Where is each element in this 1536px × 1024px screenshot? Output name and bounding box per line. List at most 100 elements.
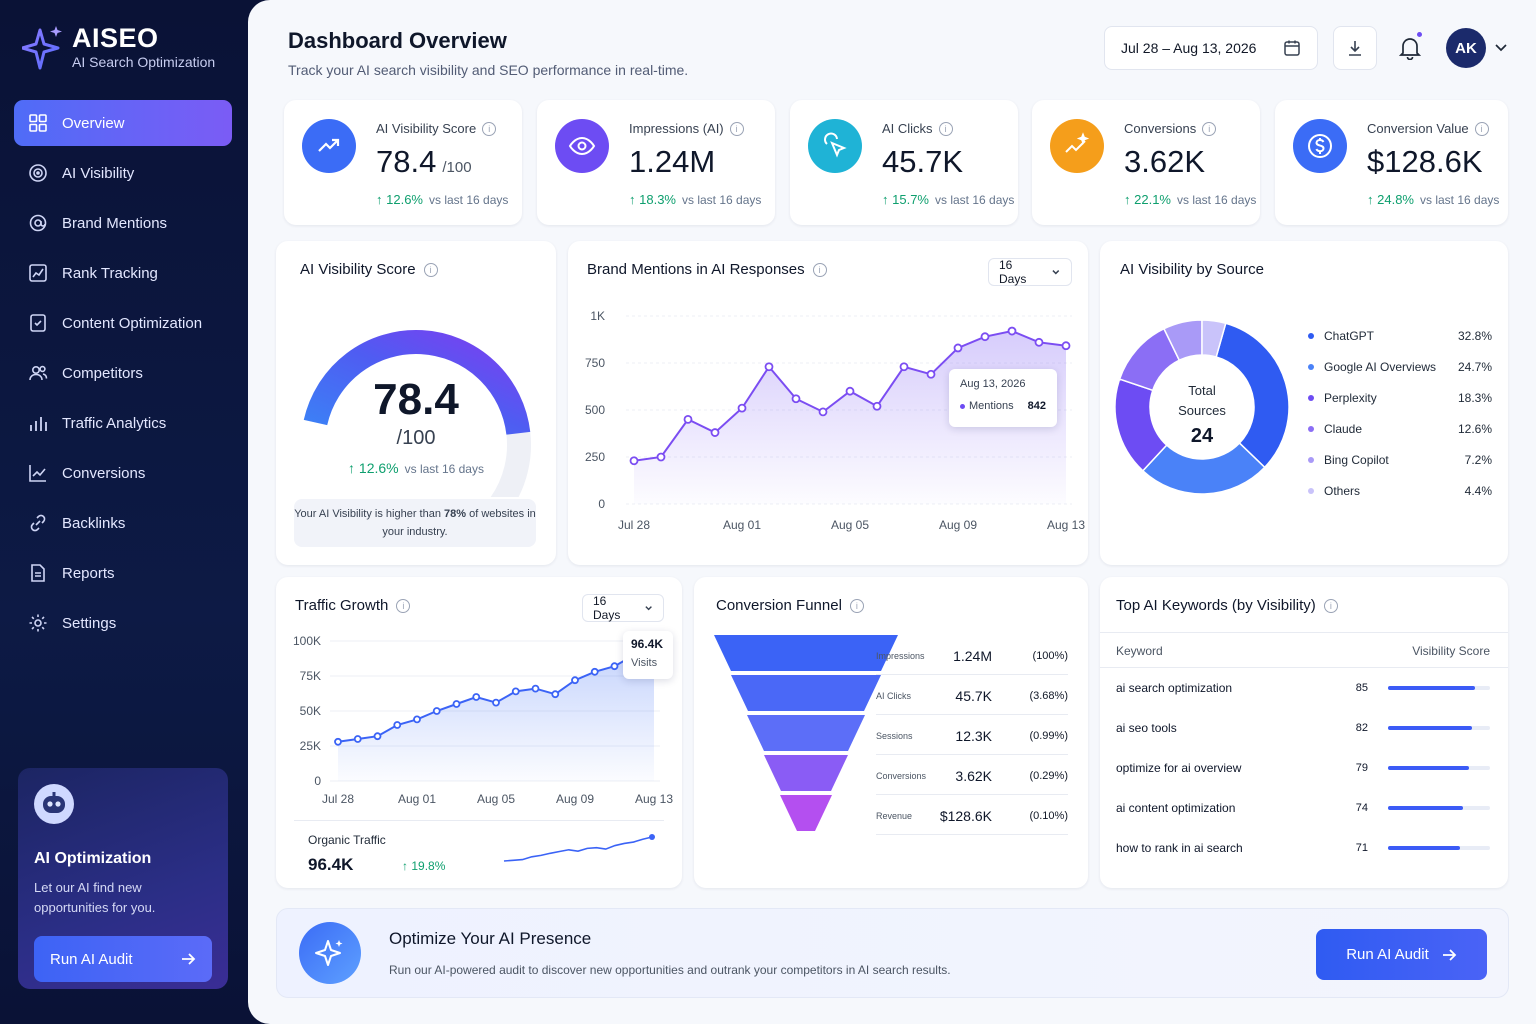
data-point[interactable] <box>629 456 639 466</box>
data-point[interactable] <box>656 452 666 462</box>
visibility-by-source-card: AI Visibility by Source Total Sources 24… <box>1100 241 1508 565</box>
avatar[interactable]: AK <box>1446 28 1486 68</box>
traffic-chart: 0 25K 50K 75K 100K Jul 28 Aug 01 Aug 05 Aug 09 Au… <box>293 634 673 806</box>
data-point[interactable] <box>1007 326 1017 336</box>
data-point[interactable] <box>764 362 774 372</box>
info-icon[interactable]: i <box>1474 121 1489 136</box>
data-point[interactable] <box>452 700 461 708</box>
sidebar-item-competitors[interactable]: Competitors <box>14 350 232 396</box>
data-point[interactable] <box>791 394 801 404</box>
gauge-change: ↑ 12.6% <box>348 460 399 476</box>
x-tick-label: Aug 01 <box>398 792 436 806</box>
table-row[interactable]: ai content optimization 74 <box>1116 788 1494 828</box>
info-icon[interactable]: i <box>396 598 411 613</box>
sidebar-item-traffic-analytics[interactable]: Traffic Analytics <box>14 400 232 446</box>
data-point[interactable] <box>353 735 362 743</box>
data-point[interactable] <box>472 693 481 701</box>
sidebar-item-rank-tracking[interactable]: Rank Tracking <box>14 250 232 296</box>
sidebar: AISEO AI Search Optimization Overview AI… <box>0 0 262 1024</box>
sidebar-item-ai-visibility[interactable]: AI Visibility <box>14 150 232 196</box>
data-point[interactable] <box>872 401 882 411</box>
chevron-down-icon[interactable] <box>1494 40 1508 54</box>
info-icon[interactable]: i <box>938 121 953 136</box>
info-icon[interactable]: i <box>1323 598 1338 613</box>
download-button[interactable] <box>1333 26 1377 70</box>
legend-item[interactable]: Bing Copilot 7.2% <box>1308 453 1492 467</box>
card-title: Brand Mentions in AI Responses <box>587 261 805 278</box>
range-dropdown-value: 16 Days <box>593 594 621 622</box>
data-point[interactable] <box>610 662 619 671</box>
legend-item[interactable]: ChatGPT 32.8% <box>1308 329 1492 343</box>
legend-item[interactable]: Google AI Overviews 24.7% <box>1308 360 1492 374</box>
data-point[interactable] <box>571 676 579 685</box>
data-point[interactable] <box>551 690 560 699</box>
table-row[interactable]: optimize for ai overview 79 <box>1116 748 1494 788</box>
run-ai-audit-button[interactable]: Run AI Audit <box>34 936 212 982</box>
data-point[interactable] <box>710 428 720 437</box>
kpi-change-value: 22.1% <box>1134 192 1171 207</box>
date-range-picker[interactable]: Jul 28 – Aug 13, 2026 <box>1104 26 1318 70</box>
info-icon[interactable]: i <box>729 121 744 136</box>
data-point[interactable] <box>1034 337 1044 347</box>
table-row[interactable]: ai seo tools 82 <box>1116 708 1494 748</box>
info-icon[interactable]: i <box>1202 121 1217 136</box>
data-point[interactable] <box>980 332 990 342</box>
card-title: AI Visibility by Source <box>1120 261 1264 278</box>
data-point[interactable] <box>373 732 382 741</box>
col-keyword: Keyword <box>1116 644 1163 658</box>
range-dropdown[interactable]: 16 Days <box>582 594 664 622</box>
data-point[interactable] <box>818 407 828 417</box>
sidebar-item-overview[interactable]: Overview <box>14 100 232 146</box>
sidebar-item-settings[interactable]: Settings <box>14 600 232 646</box>
funnel-stage[interactable] <box>714 635 898 671</box>
data-point[interactable] <box>413 715 421 724</box>
banner-run-audit-button[interactable]: Run AI Audit <box>1316 929 1487 980</box>
legend-item[interactable]: Others 4.4% <box>1308 484 1492 498</box>
data-point[interactable] <box>511 687 520 696</box>
data-point[interactable] <box>393 721 402 729</box>
data-point[interactable] <box>683 415 693 424</box>
funnel-stage-label: Conversions <box>876 770 927 781</box>
donut-slice[interactable] <box>1215 322 1290 469</box>
info-icon[interactable]: i <box>482 121 497 136</box>
data-point[interactable] <box>1061 341 1071 351</box>
score-bar <box>1388 726 1490 730</box>
info-icon[interactable]: i <box>423 262 438 277</box>
data-point[interactable] <box>531 684 540 693</box>
banner-title: Optimize Your AI Presence <box>389 929 592 948</box>
data-point[interactable] <box>899 362 909 372</box>
sidebar-item-brand-mentions[interactable]: Brand Mentions <box>14 200 232 246</box>
data-point[interactable] <box>845 386 855 396</box>
sidebar-item-conversions[interactable]: Conversions <box>14 450 232 496</box>
brand[interactable]: AISEO AI Search Optimization <box>22 24 215 70</box>
data-point[interactable] <box>926 369 936 379</box>
donut-slice[interactable] <box>1201 319 1227 358</box>
data-point[interactable] <box>492 698 500 707</box>
funnel-stage[interactable] <box>764 755 848 791</box>
data-point[interactable] <box>590 667 599 676</box>
data-point[interactable] <box>432 707 441 715</box>
info-icon[interactable]: i <box>812 262 827 277</box>
sidebar-item-label: AI Visibility <box>62 164 135 182</box>
sidebar-item-reports[interactable]: Reports <box>14 550 232 596</box>
legend-item[interactable]: Claude 12.6% <box>1308 422 1492 436</box>
sidebar-item-backlinks[interactable]: Backlinks <box>14 500 232 546</box>
funnel-stage[interactable] <box>731 675 881 711</box>
y-tick-label: 1K <box>590 309 605 323</box>
gauge-change-value: 12.6% <box>358 460 399 476</box>
sidebar-item-content-optimization[interactable]: Content Optimization <box>14 300 232 346</box>
table-row[interactable]: how to rank in ai search 71 <box>1116 828 1494 868</box>
funnel-stage[interactable] <box>780 795 832 831</box>
data-point[interactable] <box>334 737 342 746</box>
data-point[interactable] <box>737 403 747 413</box>
brand-subtitle: AI Search Optimization <box>72 54 216 70</box>
funnel-stage-value: $128.6K <box>939 807 992 824</box>
data-point[interactable] <box>953 343 963 353</box>
notifications-button[interactable] <box>1394 30 1426 66</box>
legend-item[interactable]: Perplexity 18.3% <box>1308 391 1492 405</box>
range-dropdown[interactable]: 16 Days <box>988 258 1072 286</box>
table-row[interactable]: ai search optimization 85 <box>1116 668 1494 708</box>
info-icon[interactable]: i <box>849 598 864 613</box>
y-tick-label: 100K <box>293 634 321 648</box>
funnel-stage[interactable] <box>747 715 865 751</box>
